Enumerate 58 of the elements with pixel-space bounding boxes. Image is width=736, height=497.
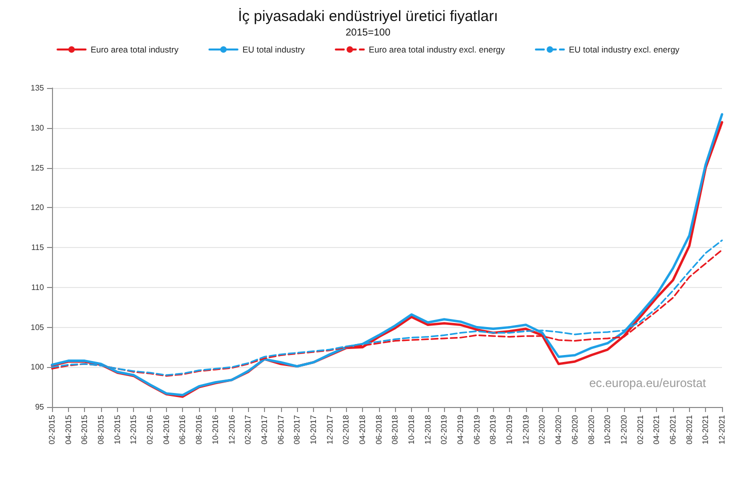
x-tick-label: 02-2015 bbox=[48, 414, 56, 444]
x-tick-label: 02-2019 bbox=[440, 414, 449, 444]
x-tick-label: 08-2018 bbox=[390, 414, 400, 444]
x-tick-label: 04-2015 bbox=[64, 414, 73, 444]
y-tick-label: 115 bbox=[31, 243, 45, 252]
x-tick-label: 02-2018 bbox=[342, 414, 351, 444]
y-tick-label: 135 bbox=[30, 84, 45, 92]
x-tick-label: 06-2016 bbox=[178, 414, 188, 444]
legend-label: EU total industry bbox=[242, 44, 306, 54]
x-tick-label: 06-2017 bbox=[276, 414, 286, 444]
legend-label: Euro area total industry bbox=[90, 44, 180, 54]
x-tick-label: 08-2020 bbox=[586, 414, 596, 444]
chart-subtitle: 2015=100 bbox=[346, 28, 391, 38]
annotation: ec.europa.eu/eurostat bbox=[589, 376, 707, 390]
x-tick-label: 06-2020 bbox=[570, 414, 580, 444]
x-tick-label: 04-2019 bbox=[456, 414, 466, 444]
x-tick-label: 10-2020 bbox=[603, 414, 612, 444]
chart-title: İç piyasadaki endüstriyel üretici fiyatları bbox=[238, 7, 498, 25]
x-tick-label: 12-2017 bbox=[325, 414, 334, 444]
x-tick-label: 12-2016 bbox=[227, 414, 236, 444]
x-tick-label: 12-2021 bbox=[718, 414, 726, 444]
x-tick-label: 06-2021 bbox=[668, 414, 678, 444]
x-tick-label: 08-2017 bbox=[292, 414, 302, 444]
x-tick-label: 06-2019 bbox=[472, 414, 482, 444]
y-tick-label: 105 bbox=[30, 322, 45, 332]
x-tick-label: 06-2015 bbox=[80, 414, 90, 444]
x-tick-label: 02-2017 bbox=[244, 414, 253, 444]
x-tick-label: 04-2017 bbox=[260, 414, 269, 444]
y-tick-label: 130 bbox=[30, 123, 45, 132]
y-tick-label: 125 bbox=[30, 163, 45, 172]
y-tick-label: 100 bbox=[30, 362, 45, 372]
x-tick-label: 10-2017 bbox=[308, 414, 318, 444]
x-tick-label: 12-2020 bbox=[619, 414, 628, 444]
x-tick-label: 08-2021 bbox=[684, 414, 694, 444]
legend-label: Euro area total industry excl. energy bbox=[368, 44, 506, 54]
x-tick-label: 06-2018 bbox=[374, 414, 384, 444]
x-tick-label: 08-2019 bbox=[488, 414, 498, 444]
y-tick-label: 120 bbox=[30, 203, 45, 212]
x-tick-label: 10-2015 bbox=[112, 414, 122, 444]
x-tick-label: 08-2015 bbox=[96, 414, 106, 444]
x-tick-label: 02-2016 bbox=[146, 414, 155, 444]
x-tick-label: 12-2019 bbox=[521, 414, 530, 444]
y-tick-label: 95 bbox=[35, 402, 45, 412]
x-tick-label: 10-2019 bbox=[505, 414, 514, 444]
x-tick-label: 04-2018 bbox=[358, 414, 367, 444]
x-tick-label: 04-2016 bbox=[162, 414, 171, 444]
y-tick-label: 110 bbox=[31, 282, 45, 292]
x-tick-label: 12-2018 bbox=[423, 414, 432, 444]
x-tick-label: 02-2020 bbox=[538, 414, 547, 444]
x-tick-label: 10-2018 bbox=[407, 414, 416, 444]
x-tick-label: 08-2016 bbox=[194, 414, 204, 444]
x-tick-label: 04-2020 bbox=[554, 414, 564, 444]
x-tick-label: 10-2016 bbox=[210, 414, 220, 444]
x-tick-label: 10-2021 bbox=[701, 414, 710, 444]
x-tick-label: 12-2015 bbox=[129, 414, 138, 444]
x-tick-label: 04-2021 bbox=[652, 414, 662, 444]
legend-label: EU total industry excl. energy bbox=[568, 44, 680, 54]
x-tick-label: 02-2021 bbox=[636, 414, 645, 444]
